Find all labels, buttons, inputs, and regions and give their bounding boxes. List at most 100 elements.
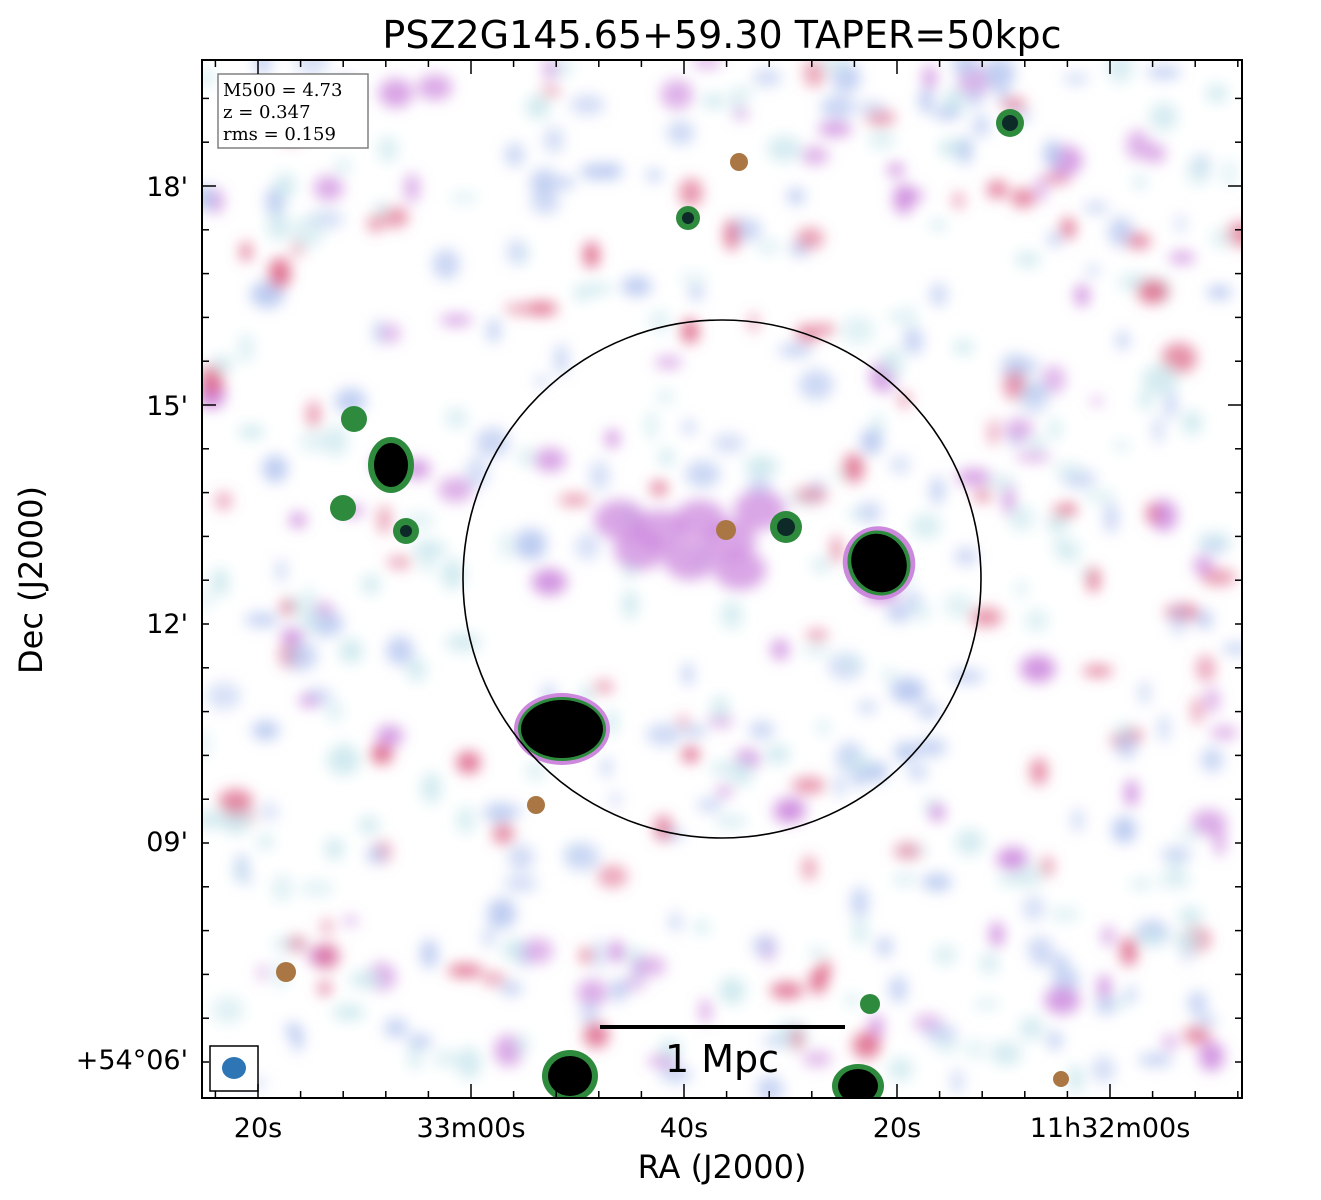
- noise-blob: [1091, 395, 1103, 407]
- noise-blob: [1214, 826, 1226, 857]
- noise-blob: [699, 998, 712, 1024]
- noise-blob: [1019, 383, 1049, 415]
- noise-blob: [1074, 284, 1090, 307]
- noise-blob: [692, 60, 722, 70]
- noise-blob: [1196, 654, 1216, 683]
- noise-blob: [1191, 696, 1204, 725]
- radio-source: [838, 1069, 878, 1098]
- noise-blob: [377, 505, 392, 535]
- noise-blob: [989, 921, 1004, 948]
- noise-blob: [202, 363, 224, 396]
- noise-blob: [287, 935, 307, 953]
- noise-blob: [744, 455, 779, 477]
- noise-blob: [1103, 501, 1119, 534]
- noise-blob: [850, 886, 869, 918]
- noise-blob: [383, 1018, 408, 1038]
- radio-source: [527, 796, 545, 814]
- noise-blob: [952, 60, 979, 77]
- noise-blob: [1152, 416, 1164, 444]
- noise-blob: [834, 774, 846, 798]
- noise-blob: [516, 447, 538, 467]
- noise-blob: [523, 938, 554, 964]
- noise-blob: [1051, 504, 1068, 520]
- noise-blob: [1015, 580, 1028, 598]
- noise-blob: [280, 598, 295, 616]
- noise-blob: [290, 216, 324, 249]
- noise-blob: [787, 187, 805, 205]
- noise-blob: [880, 347, 904, 379]
- noise-blob: [338, 638, 363, 664]
- noise-blob: [857, 501, 883, 524]
- chart-title: PSZ2G145.65+59.30 TAPER=50kpc: [382, 13, 1061, 57]
- noise-blob: [268, 257, 291, 289]
- noise-blob: [778, 343, 813, 358]
- noise-blob: [475, 427, 510, 457]
- noise-blob: [503, 875, 538, 893]
- noise-blob: [1174, 930, 1201, 951]
- noise-blob: [800, 146, 829, 166]
- noise-blob: [202, 811, 227, 829]
- noise-blob: [417, 74, 453, 101]
- noise-blob: [1186, 156, 1211, 186]
- noise-blob: [210, 567, 230, 597]
- noise-blob: [202, 185, 215, 211]
- noise-blob: [456, 751, 481, 774]
- noise-blob: [951, 1068, 964, 1094]
- noise-blob: [796, 227, 825, 250]
- y-tick-labels: 18' 15' 12' 09' +54°06': [76, 172, 188, 1076]
- noise-blob: [986, 180, 1008, 199]
- noise-blob: [526, 301, 558, 316]
- noise-blob: [1117, 330, 1129, 350]
- noise-blob: [679, 178, 703, 207]
- noise-blob: [530, 168, 558, 197]
- y-tick-label: 18': [146, 172, 188, 203]
- noise-blob: [846, 755, 872, 771]
- noise-blob: [482, 802, 515, 823]
- noise-blob: [531, 568, 568, 596]
- noise-blob: [933, 1039, 961, 1053]
- plot-frame: [201, 59, 1243, 1099]
- noise-blob: [696, 798, 723, 812]
- noise-blob: [1165, 390, 1177, 420]
- noise-blob: [1020, 655, 1056, 683]
- noise-blob: [1130, 877, 1152, 891]
- noise-blob: [1060, 217, 1076, 240]
- noise-blob: [1126, 232, 1151, 250]
- noise-blob: [733, 106, 749, 121]
- noise-blob: [266, 210, 290, 241]
- noise-blob: [286, 641, 318, 671]
- noise-blob: [280, 627, 304, 644]
- noise-blob: [1008, 504, 1035, 532]
- noise-blob: [681, 746, 700, 763]
- noise-blob: [609, 979, 629, 1002]
- noise-blob: [1169, 604, 1188, 636]
- noise-blob: [645, 411, 657, 441]
- noise-blob: [1083, 489, 1116, 504]
- noise-blob: [250, 280, 285, 309]
- noise-blob: [654, 356, 683, 369]
- noise-blob: [1018, 863, 1045, 888]
- noise-blob: [791, 1026, 803, 1051]
- noise-blob: [558, 493, 591, 507]
- axis-ticks: [202, 60, 1242, 1098]
- radio-source: [330, 495, 356, 521]
- noise-blob: [930, 218, 947, 231]
- noise-blob: [583, 241, 600, 269]
- radio-source: [276, 962, 296, 982]
- noise-blob: [408, 1045, 422, 1070]
- noise-blob: [1053, 952, 1069, 975]
- noise-blob: [406, 657, 427, 682]
- noise-blob: [1043, 139, 1061, 168]
- noise-blob: [1194, 1014, 1218, 1028]
- noise-blob: [1210, 726, 1238, 740]
- noise-blob: [487, 898, 517, 930]
- noise-blob: [752, 68, 782, 87]
- noise-blob: [893, 842, 922, 860]
- noise-blob: [420, 938, 438, 969]
- radio-source: [777, 518, 795, 536]
- noise-blob: [525, 95, 550, 119]
- noise-blob: [1047, 1030, 1062, 1051]
- noise-blob: [1022, 895, 1045, 922]
- noise-blob: [915, 702, 941, 720]
- noise-blob: [694, 920, 710, 934]
